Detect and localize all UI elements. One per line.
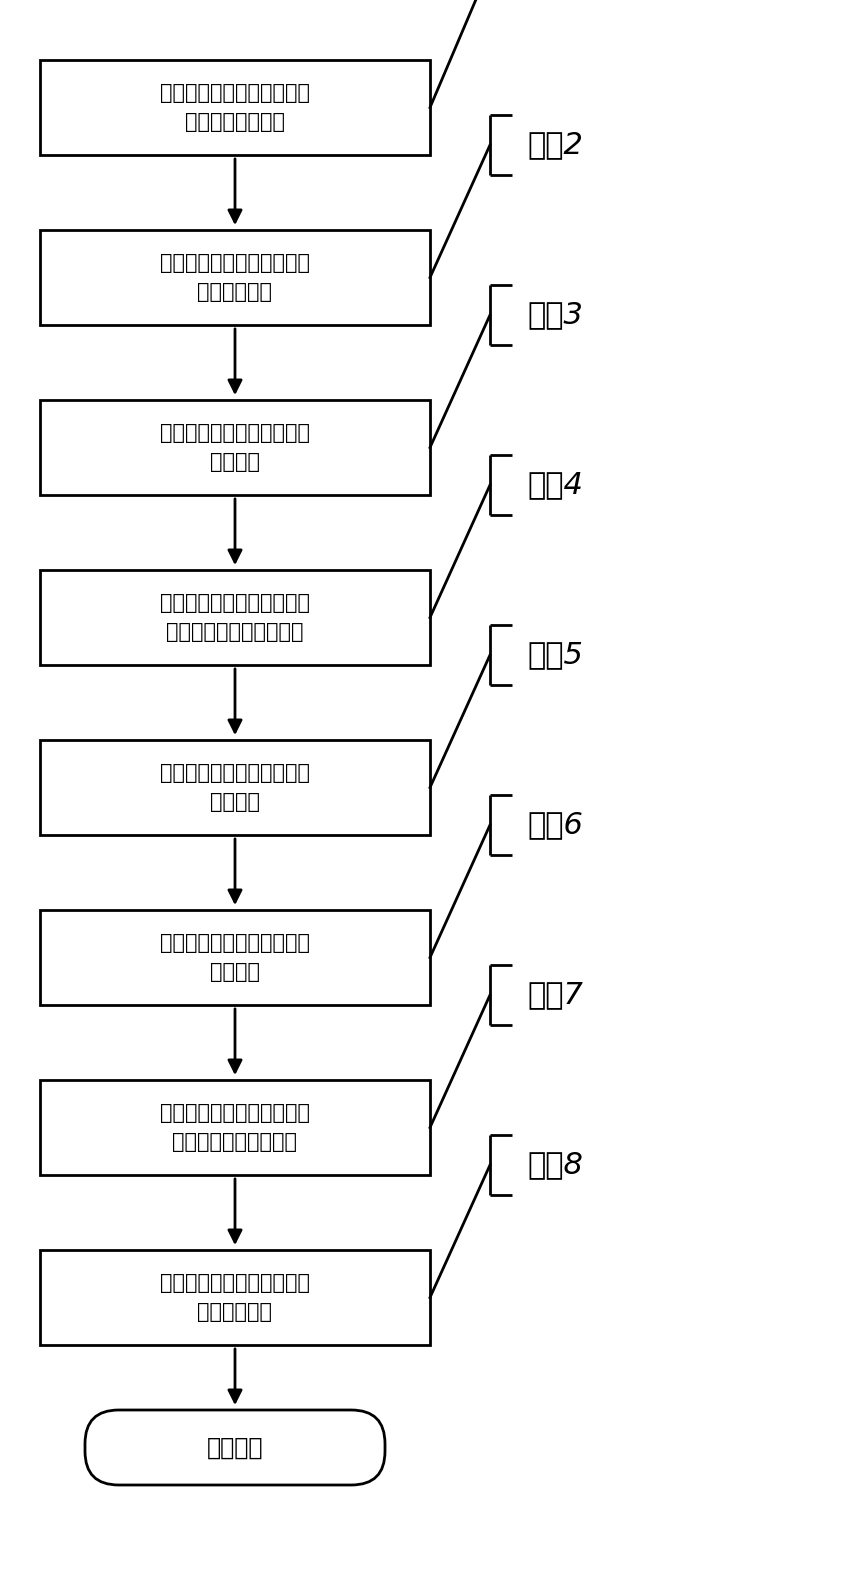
FancyBboxPatch shape	[40, 910, 430, 1005]
Text: 计算直流闭锁故障瞬间断面
有功潮流: 计算直流闭锁故障瞬间断面 有功潮流	[160, 422, 310, 472]
Text: 根据稳定限额确定断面有功
不安全的时段: 根据稳定限额确定断面有功 不安全的时段	[160, 1273, 310, 1323]
Text: 步骤2: 步骤2	[526, 131, 583, 159]
FancyBboxPatch shape	[40, 230, 430, 324]
FancyBboxPatch shape	[40, 740, 430, 835]
FancyBboxPatch shape	[40, 570, 430, 665]
FancyBboxPatch shape	[85, 1410, 385, 1485]
Text: 计算系统频率恢复至额定值
的总时间: 计算系统频率恢复至额定值 的总时间	[160, 932, 310, 983]
Text: 步骤5: 步骤5	[526, 641, 583, 669]
Text: 获取电网运行方式、调频参
数和安控系统状态: 获取电网运行方式、调频参 数和安控系统状态	[160, 83, 310, 132]
FancyBboxPatch shape	[40, 60, 430, 154]
FancyBboxPatch shape	[40, 1080, 430, 1175]
Text: 步骤8: 步骤8	[526, 1150, 583, 1180]
Text: 结束计算: 结束计算	[206, 1435, 263, 1460]
FancyBboxPatch shape	[40, 400, 430, 495]
Text: 计算暂态过渡到稳态的断面
有功潮流: 计算暂态过渡到稳态的断面 有功潮流	[160, 762, 310, 813]
Text: 步骤3: 步骤3	[526, 301, 583, 329]
Text: 计算因直流闭锁和当值措施
实施引起的有功不平衡量: 计算因直流闭锁和当值措施 实施引起的有功不平衡量	[160, 592, 310, 643]
Text: 计算二次调频动作后指定时
间间隔的断面有功潮流: 计算二次调频动作后指定时 间间隔的断面有功潮流	[160, 1102, 310, 1153]
Text: 形成收缩到发电机内电势节
点的导纳矩阵: 形成收缩到发电机内电势节 点的导纳矩阵	[160, 252, 310, 302]
Text: 步骤4: 步骤4	[526, 471, 583, 499]
Text: 步骤6: 步骤6	[526, 811, 583, 839]
FancyBboxPatch shape	[40, 1251, 430, 1345]
Text: 步骤7: 步骤7	[526, 981, 583, 1010]
